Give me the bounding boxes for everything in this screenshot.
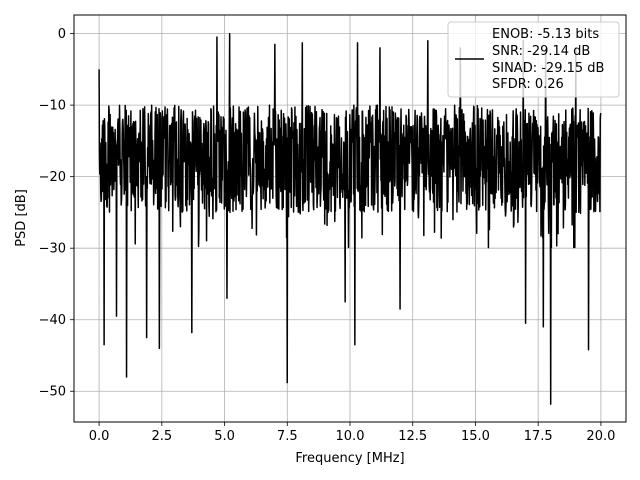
legend-line-sfdr: SFDR: 0.26 — [492, 77, 564, 92]
legend-line-snr: SNR: -29.14 dB — [492, 44, 590, 59]
x-tick-label: 0.0 — [89, 429, 110, 444]
y-axis-label: PSD [dB] — [14, 189, 29, 247]
legend-line-enob: ENOB: -5.13 bits — [492, 27, 599, 42]
legend-box — [447, 21, 620, 98]
x-tick-label: 20.0 — [586, 429, 615, 444]
series-layer — [98, 32, 602, 405]
x-tick-label: 17.5 — [524, 429, 553, 444]
x-tick-label: 5.0 — [214, 429, 235, 444]
y-tick-label: −40 — [39, 313, 66, 328]
y-tick-label: −10 — [39, 99, 66, 114]
y-tick-label: −30 — [39, 242, 66, 257]
y-axis: 0 −10 −20 −30 −40 −50 — [39, 27, 74, 400]
y-tick-label: −20 — [39, 170, 66, 185]
legend: ENOB: -5.13 bits SNR: -29.14 dB SINAD: -… — [447, 21, 620, 98]
legend-line-sinad: SINAD: -29.15 dB — [492, 61, 604, 76]
x-tick-label: 7.5 — [277, 429, 298, 444]
x-tick-label: 12.5 — [398, 429, 427, 444]
x-tick-label: 15.0 — [461, 429, 490, 444]
y-tick-label: −50 — [39, 385, 66, 400]
x-tick-label: 2.5 — [151, 429, 172, 444]
y-tick-label: 0 — [58, 27, 66, 42]
x-axis-label: Frequency [MHz] — [295, 451, 404, 466]
x-axis: 0.0 2.5 5.0 7.5 10.0 12.5 15.0 17.5 20.0 — [89, 422, 615, 444]
psd-series-line — [98, 32, 602, 405]
x-tick-label: 10.0 — [336, 429, 365, 444]
